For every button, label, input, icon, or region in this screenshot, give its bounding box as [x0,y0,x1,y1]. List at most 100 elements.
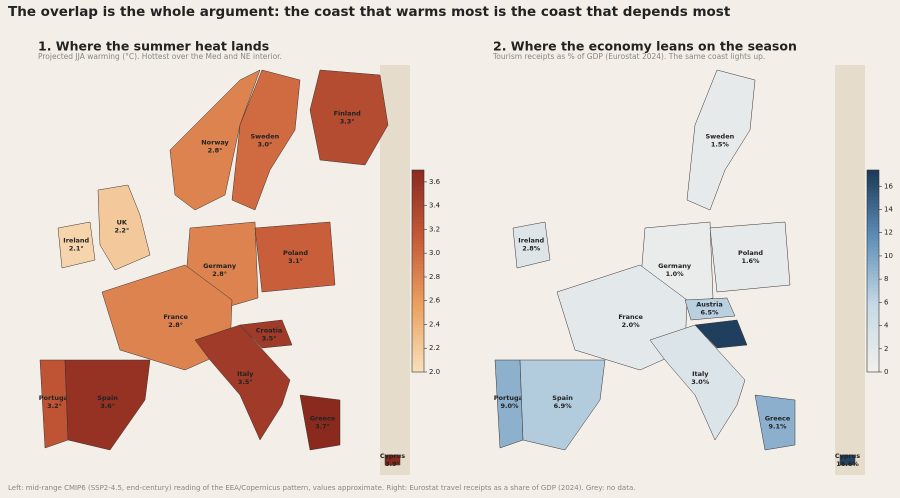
colorbar-frame [866,169,880,373]
region-value: 3.3° [340,118,355,126]
region-value: 3.0% [691,378,710,386]
colorbar-tick-label: 3.2 [429,225,440,233]
colorbar-step [412,203,424,208]
colorbar-step [867,314,879,319]
region-name: Italy [237,370,254,378]
region-name: Spain [552,394,573,402]
colorbar-step [867,267,879,272]
colorbar-step [867,274,879,279]
colorbar-step [412,365,424,370]
region-value: 3.0° [257,141,272,149]
colorbar-tick-label: 4 [884,322,889,330]
colorbar-step [867,271,879,275]
region [231,69,301,211]
region [709,221,791,293]
colorbar-step [412,267,424,272]
colorbar-step [867,183,879,188]
colorbar-step [867,203,879,208]
region-value: 2.8° [212,270,227,278]
colorbar-tick-label: 3.6 [429,178,441,186]
region [694,319,748,349]
colorbar-step [412,318,424,322]
colorbar-step [412,328,424,333]
region-name: Germany [658,262,692,270]
region-value: 2.1° [69,245,84,253]
region-name: Ireland [518,237,544,245]
colorbar-step [412,264,424,269]
colorbar-step [867,358,879,363]
colorbar-step [867,193,879,198]
colorbar-tick-label: 12 [884,229,893,237]
region-value: 3.9° [385,460,400,468]
colorbar-step [412,287,424,292]
colorbar-step [412,176,424,181]
colorbar-step [867,284,879,289]
colorbar-step [412,338,424,343]
region-name: Sweden [250,133,279,141]
colorbar-step [412,247,424,252]
colorbar-step [412,345,424,349]
colorbar-step [867,308,879,312]
colorbar-step [412,355,424,360]
colorbar-tick-label: 2.2 [429,344,440,352]
colorbar-step [867,227,879,232]
colorbar-tick-label: 2.4 [429,320,441,328]
region-value: 2.8° [168,321,183,329]
colorbar-tick-label: 8 [884,275,888,283]
colorbar-tick-label: 3.4 [429,202,441,210]
region-name: France [618,313,643,321]
colorbar-step [867,240,879,245]
colorbar-step [412,237,424,242]
region [97,184,151,271]
colorbar-tick-label: 2.8 [429,273,440,281]
colorbar-step [412,314,424,319]
colorbar-step [412,186,424,191]
region-value: 3.6° [100,402,115,410]
region [839,454,856,466]
colorbar-step [867,277,879,282]
colorbar-tick-label: 2.0 [429,368,440,376]
colorbar-step [867,301,879,306]
colorbar-step [412,213,424,218]
colorbar-step [867,244,879,248]
colorbar-step [867,365,879,370]
colorbar-step [412,271,424,275]
colorbar-step [867,324,879,329]
colorbar-step [867,213,879,218]
colorbar-step [412,368,424,373]
region-value: 6.9% [554,402,573,410]
colorbar-step [867,355,879,360]
map: Finland3.3°Norway2.8°Sweden3.0°Ireland2.… [39,69,405,468]
region [194,324,291,441]
colorbar-step [412,244,424,248]
colorbar-step [412,207,424,211]
colorbar-step [412,284,424,289]
colorbar-step [867,264,879,269]
colorbar-step [412,358,424,363]
region-name: Germany [203,262,237,270]
region-value: 3.7° [315,423,330,431]
region-name: Poland [283,249,308,257]
colorbar-step [867,351,879,356]
colorbar-step [867,291,879,296]
colorbar-step [412,170,424,174]
colorbar-tick-label: 3.0 [429,249,440,257]
colorbar-step [412,260,424,265]
colorbar-step [867,176,879,181]
colorbar-step [412,230,424,235]
colorbar-step [412,196,424,201]
region-value: 1.5% [711,141,730,149]
colorbar-step [412,341,424,346]
colorbar-step [867,250,879,255]
region-name: UK [117,219,128,227]
colorbar-step [867,281,879,285]
colorbar-step [867,361,879,366]
colorbar-step [867,318,879,322]
colorbar-step [412,193,424,198]
region-name: Norway [201,138,229,146]
colorbar-step [412,308,424,312]
colorbar-step [412,311,424,316]
region-value: 3.1° [288,257,303,265]
